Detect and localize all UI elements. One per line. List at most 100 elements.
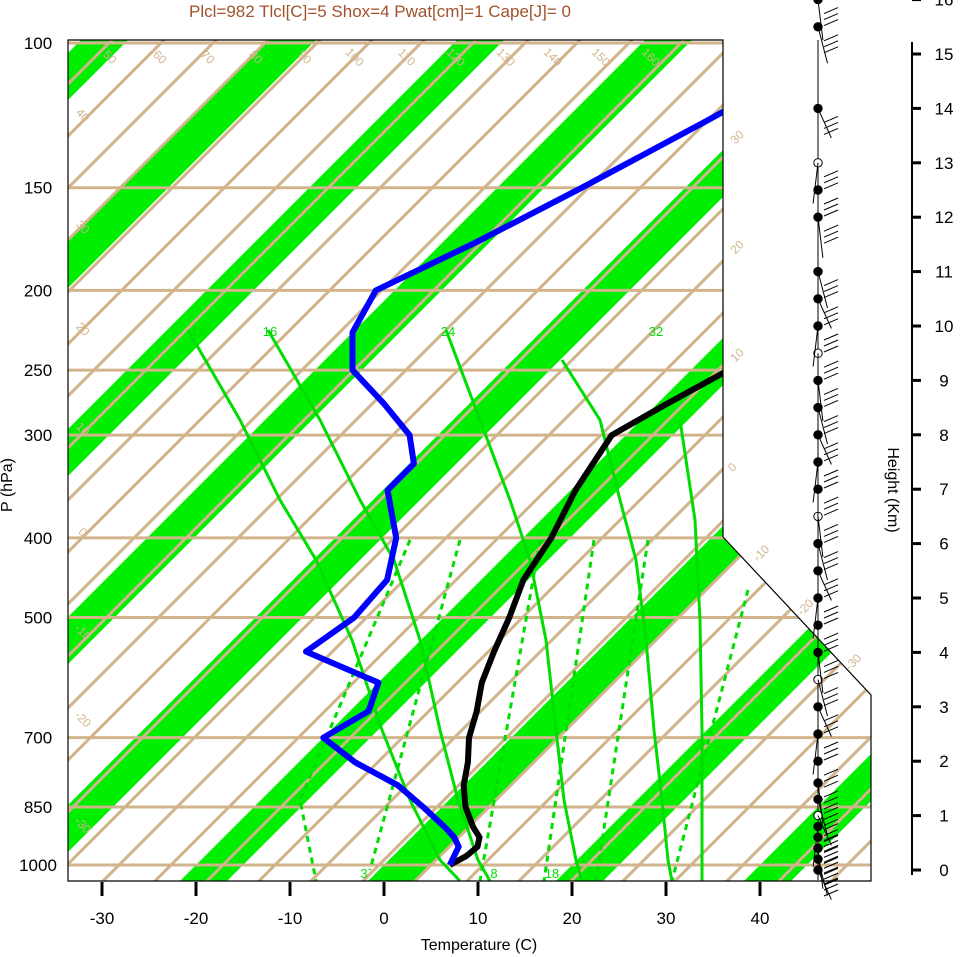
moist-adiabat-label: 16 bbox=[263, 324, 277, 339]
wind-barb-flag bbox=[823, 699, 839, 707]
dry-adiabat bbox=[68, 40, 479, 451]
pressure-tick-label: 1000 bbox=[19, 856, 57, 875]
wind-barb bbox=[817, 217, 824, 258]
wind-barb-flag bbox=[823, 780, 839, 788]
wind-barb-flag bbox=[823, 230, 839, 238]
wind-barb-flag bbox=[823, 399, 839, 407]
wind-barb-flag bbox=[823, 866, 839, 874]
wind-barb-flag bbox=[823, 529, 839, 537]
wind-barb-flag bbox=[823, 659, 839, 667]
wind-barb-flag bbox=[823, 687, 839, 695]
wind-barb-flag bbox=[823, 372, 839, 380]
moist-adiabat bbox=[186, 329, 462, 881]
isotherm-band bbox=[68, 40, 871, 852]
wind-barb bbox=[817, 706, 832, 737]
wind-barb-flag bbox=[823, 393, 839, 401]
wind-barb bbox=[817, 799, 828, 836]
dry-adiabat bbox=[568, 578, 871, 881]
wind-barb bbox=[817, 679, 828, 717]
wind-barb-flag bbox=[823, 638, 839, 646]
dry-adiabat bbox=[68, 40, 791, 763]
wind-barb-flag bbox=[823, 127, 839, 135]
wind-barb-flag bbox=[823, 693, 839, 701]
mixing-ratio-line bbox=[542, 539, 596, 881]
wind-barb-flag bbox=[823, 671, 839, 679]
wind-barb-flag bbox=[823, 774, 839, 782]
wind-barb-flag bbox=[823, 726, 839, 734]
potential-temperature-label: 140 bbox=[541, 45, 565, 69]
height-tick-label: 5 bbox=[939, 589, 948, 608]
height-tick-label: 7 bbox=[939, 480, 948, 499]
wind-barb bbox=[817, 0, 824, 41]
wind-barb-flag bbox=[823, 563, 839, 571]
wind-barb-flag bbox=[823, 768, 839, 776]
height-axis-label: Height (Km) bbox=[884, 447, 901, 532]
wind-barb-flag bbox=[823, 387, 839, 395]
wind-barb bbox=[817, 434, 832, 465]
moist-adiabat-label: 24 bbox=[441, 324, 455, 339]
x-axis-label: Temperature (C) bbox=[421, 937, 537, 954]
potential-temperature-label: 130 bbox=[494, 45, 518, 69]
wind-barb-flag bbox=[823, 720, 839, 728]
wind-barb-flag bbox=[823, 291, 839, 299]
height-tick-label: 0 bbox=[939, 861, 948, 880]
wind-barb-flag bbox=[823, 823, 839, 831]
dry-adiabat bbox=[68, 40, 687, 659]
x-tick-label: 0 bbox=[379, 909, 388, 928]
wind-barb bbox=[817, 26, 828, 64]
wind-barb-flag bbox=[823, 475, 839, 483]
dry-adiabat bbox=[256, 266, 871, 881]
wind-barb-flag bbox=[823, 665, 839, 673]
dry-adiabat bbox=[68, 40, 531, 503]
wind-barb-flag bbox=[823, 557, 839, 565]
wind-barb-flag bbox=[823, 835, 839, 843]
wind-barb-flag bbox=[823, 279, 839, 287]
wind-barb bbox=[812, 733, 819, 775]
isotherm-bands bbox=[68, 40, 871, 881]
wind-barb-flag bbox=[823, 176, 839, 184]
wind-barb-flag bbox=[823, 421, 839, 429]
dry-adiabat bbox=[68, 40, 635, 607]
height-tick-label: 3 bbox=[939, 698, 948, 717]
dry-adiabat bbox=[620, 630, 871, 881]
dry-adiabat-label: 40 bbox=[73, 105, 93, 125]
height-tick-label: 11 bbox=[935, 263, 953, 282]
wind-barb bbox=[817, 782, 824, 824]
wind-barb-flag bbox=[823, 796, 839, 804]
dry-adiabat bbox=[152, 162, 871, 881]
moist-adiabat bbox=[266, 329, 492, 881]
chart-title: Plcl=982 Tlcl[C]=5 Shox=4 Pwat[cm]=1 Cap… bbox=[189, 2, 571, 21]
x-tick-label: -10 bbox=[278, 909, 303, 928]
isotherm-band bbox=[68, 40, 128, 100]
moist-adiabat bbox=[678, 419, 704, 881]
wind-barb-flag bbox=[823, 551, 839, 559]
wind-barb bbox=[817, 652, 824, 694]
wind-barb-flag bbox=[823, 333, 839, 341]
wind-barb-flag bbox=[823, 617, 839, 625]
wind-barb-flag bbox=[823, 632, 839, 640]
wind-barb-flag bbox=[823, 197, 839, 205]
wind-barb-flag bbox=[823, 877, 839, 885]
dry-adiabat bbox=[68, 40, 583, 555]
wind-barb-flag bbox=[823, 714, 839, 722]
y-axis-label: P (hPa) bbox=[0, 458, 16, 512]
mixing-ratio-line bbox=[594, 539, 650, 881]
wind-barb-flag bbox=[823, 861, 839, 869]
wind-barb-flag bbox=[823, 306, 839, 314]
dry-adiabat bbox=[68, 40, 739, 711]
mixing-ratio-label: 18 bbox=[545, 866, 559, 881]
wind-barb-flag bbox=[823, 7, 839, 15]
dry-adiabat bbox=[308, 318, 871, 881]
wind-barb-flag bbox=[823, 182, 839, 190]
wind-barb-flag bbox=[823, 209, 839, 217]
wind-barb-flag bbox=[823, 584, 839, 592]
x-tick-label: 20 bbox=[563, 909, 582, 928]
wind-barb bbox=[817, 516, 824, 558]
wind-barb-flag bbox=[823, 523, 839, 531]
moist-adiabat bbox=[444, 329, 584, 881]
wind-barb-flag bbox=[823, 115, 839, 123]
pressure-tick-label: 200 bbox=[24, 281, 52, 300]
wind-barb-flag bbox=[823, 502, 839, 510]
height-tick-label: 4 bbox=[939, 643, 948, 662]
